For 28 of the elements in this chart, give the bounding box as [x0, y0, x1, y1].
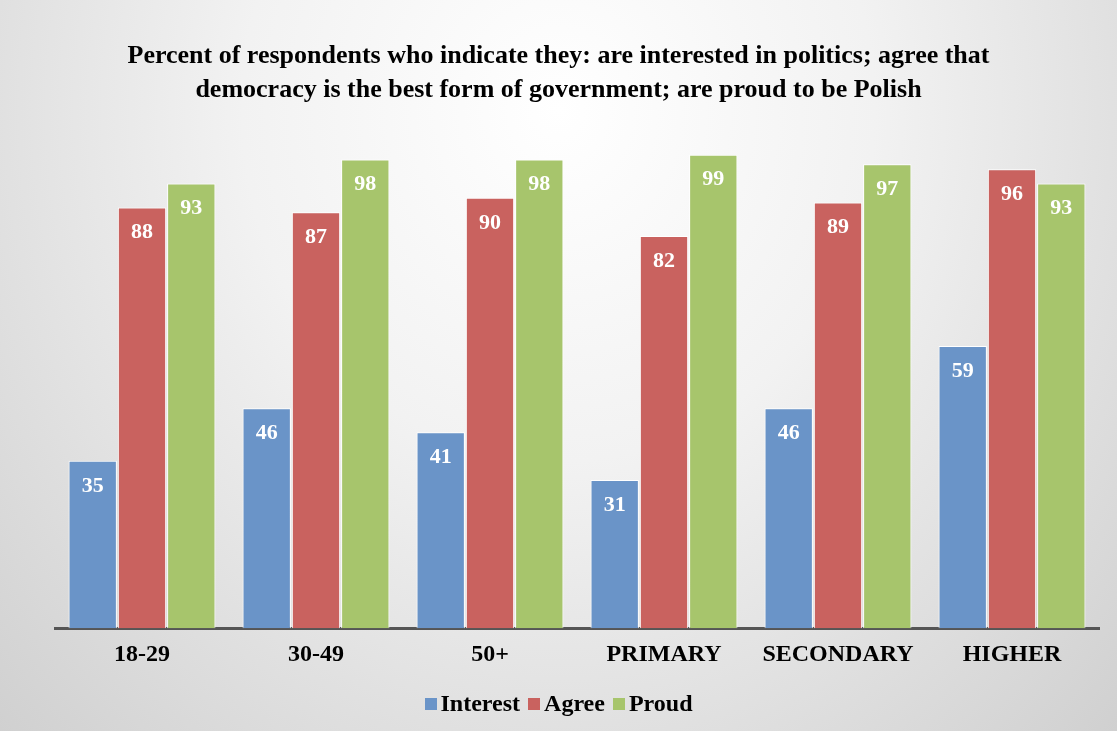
x-tick-label: 30-49 [288, 639, 344, 666]
x-tick-label: 18-29 [114, 639, 170, 666]
x-tick-label: PRIMARY [606, 639, 722, 666]
data-label: 41 [429, 442, 452, 468]
legend-label: Proud [628, 690, 693, 717]
legend-label: Interest [440, 690, 521, 717]
x-tick-label: 50+ [471, 639, 509, 666]
data-label: 46 [777, 418, 800, 444]
data-label: 98 [528, 170, 551, 196]
data-label: 46 [255, 418, 278, 444]
data-label: 96 [1001, 179, 1023, 205]
data-label: 88 [131, 218, 153, 244]
data-label: 97 [876, 175, 899, 201]
chart-title: Percent of respondents who indicate they: are interested in politics; agree that democracy is the best form of government; are proud to be Polish [126, 39, 991, 105]
x-tick-label: HIGHER [962, 639, 1063, 666]
x-tick-label: SECONDARY [762, 639, 914, 666]
data-label: 90 [479, 208, 501, 234]
data-label: 98 [354, 170, 377, 196]
data-label: 59 [951, 356, 974, 382]
data-label: 35 [81, 471, 104, 497]
data-label: 93 [1050, 194, 1073, 220]
data-label: 82 [653, 246, 675, 272]
data-label: 31 [603, 490, 626, 516]
data-label: 99 [702, 165, 725, 191]
legend-label: Agree [544, 690, 605, 717]
data-label: 87 [305, 222, 327, 248]
data-label: 89 [827, 213, 849, 239]
data-label: 93 [180, 194, 203, 220]
